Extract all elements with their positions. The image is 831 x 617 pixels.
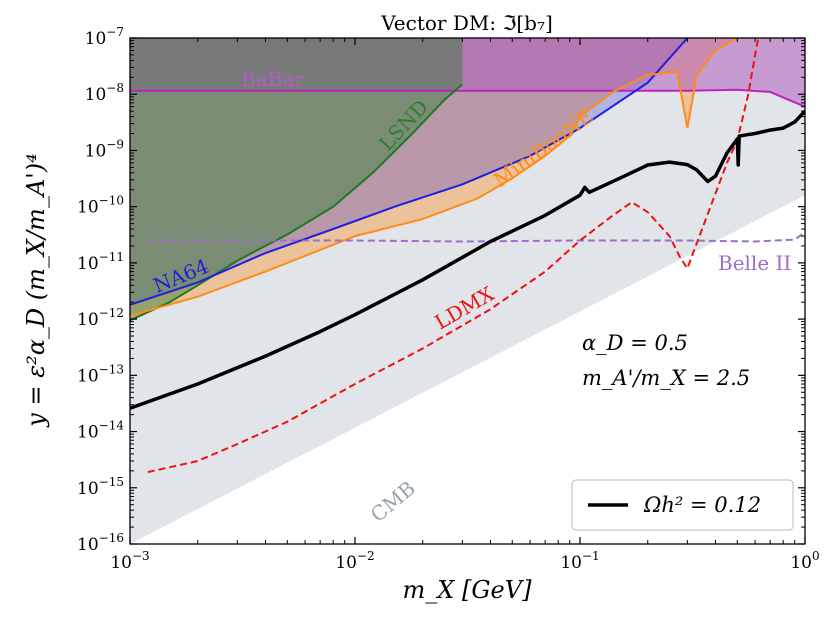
y-tick-label: 10−7 (85, 25, 124, 49)
babar-line (130, 88, 805, 108)
lsnd-line (130, 83, 464, 322)
y-tick-label: 10−8 (85, 81, 124, 105)
y-tick-label: 10−15 (77, 475, 124, 499)
x-tick-label: 100 (790, 549, 819, 573)
y-tick-label: 10−12 (77, 306, 124, 330)
y-axis-label: y = ε²α_D (m_X/m_A')⁴ (22, 153, 50, 427)
na64-excluded-region (130, 38, 688, 305)
babar-label: BaBar (241, 67, 304, 91)
y-tick-label: 10−16 (77, 531, 124, 555)
y-tick-label: 10−14 (77, 419, 124, 443)
plot-frame (129, 37, 806, 545)
belle2-label: Belle II (718, 251, 791, 275)
belle2-dashed-line (147, 231, 805, 243)
na64-line (130, 38, 689, 306)
x-tick-label: 10−2 (335, 549, 374, 573)
cmb-excluded-region (130, 38, 805, 544)
legend: Ωh² = 0.12 (571, 479, 794, 531)
legend-box (571, 479, 794, 531)
chart-title: Vector DM: ℑ[b₇] (380, 11, 553, 35)
mass-ratio-annotation: m_A'/m_X = 2.5 (582, 366, 750, 390)
relic-density-line (130, 109, 805, 410)
y-tick-label: 10−10 (77, 194, 124, 218)
x-tick-label: 10−3 (110, 549, 149, 573)
legend-label-relic: Ωh² = 0.12 (643, 493, 761, 517)
miniboone-line (130, 38, 747, 317)
ldmx-dashed-line (147, 38, 760, 474)
x-axis-label: m_X [GeV] (403, 576, 533, 604)
x-tick-label: 10−1 (560, 549, 599, 573)
lsnd-excluded-region (130, 38, 463, 321)
cmb-label: CMB (366, 476, 420, 527)
alpha-d-annotation: α_D = 0.5 (582, 331, 688, 355)
axis-ticks: 10−3 10−2 10−1 100 10−16 10−15 10−14 10−13 10−12… (77, 25, 820, 573)
y-tick-label: 10−13 (77, 362, 124, 386)
y-tick-label: 10−9 (85, 137, 124, 161)
y-tick-label: 10−11 (77, 250, 124, 274)
